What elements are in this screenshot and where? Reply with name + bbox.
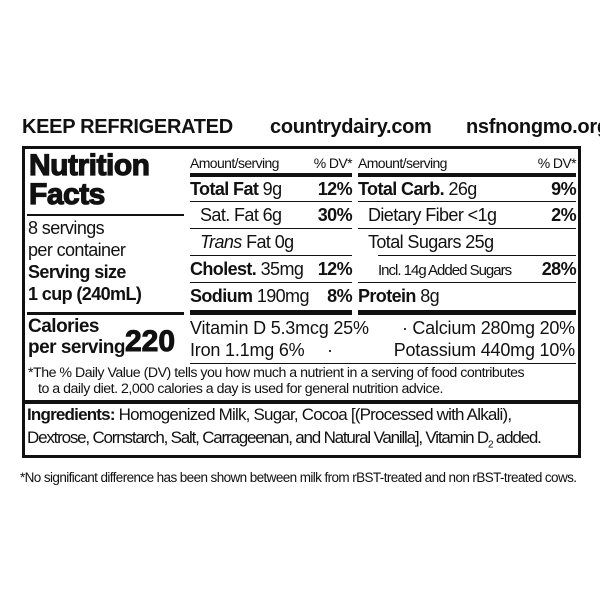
divider: [190, 282, 352, 283]
divider: [358, 228, 576, 229]
row-sodium: Sodium 190mg 8%: [190, 285, 353, 307]
left-nutrient-column: Amount/serving % DV* Total Fat 9g 12% Sa…: [190, 149, 353, 315]
footnote-line2: to a daily diet. 2,000 calories a day is…: [38, 381, 443, 397]
divider: [190, 255, 352, 256]
ingredients-text: added.: [492, 428, 542, 447]
nutrient-dv: 2%: [551, 205, 576, 225]
nutrient-label: Total Fat: [190, 179, 259, 199]
nutrient-amount: 8g: [420, 286, 440, 306]
nutrient-amount: 26g: [448, 179, 477, 199]
row-trans-fat: Trans Fat 0g: [190, 231, 352, 253]
separator-dot: ·: [327, 340, 333, 360]
amount-header: Amount/serving: [358, 155, 447, 171]
ingredients-line1: Ingredients: Homogenized Milk, Sugar, Co…: [27, 405, 512, 425]
nutrient-amount: Fat 0g: [246, 232, 294, 252]
divider-thick: [25, 400, 578, 404]
separator-dot: ·: [402, 318, 408, 338]
calories-label-line2: per serving: [28, 337, 125, 358]
nutrient-amount: 190mg: [256, 286, 310, 306]
divider-thick: [190, 310, 352, 315]
row-added-sugars: Incl. 14g Added Sugars 28%: [358, 258, 577, 280]
iron-text: Iron 1.1mg 6%: [190, 340, 305, 360]
servings-line2: per container: [28, 240, 126, 260]
nutrient-label: Sodium: [190, 286, 253, 306]
nutrient-amount: 35mg: [260, 259, 304, 279]
ingredients-line2: Dextrose, Cornstarch, Salt, Carrageenan,…: [27, 428, 542, 451]
ingredients-label: Ingredients:: [27, 405, 115, 424]
ingredients-text: Dextrose, Cornstarch, Salt, Carrageenan,…: [27, 428, 489, 447]
amount-header: Amount/serving: [190, 155, 279, 171]
divider: [358, 282, 576, 283]
certification-site-text: nsfnongmo.org: [466, 116, 600, 138]
nutrient-amount: <1g: [467, 205, 497, 225]
nutrient-label: Sat. Fat: [200, 205, 259, 225]
nutrient-amount: 9g: [262, 179, 282, 199]
calcium-text: Calcium 280mg 20%: [412, 318, 575, 338]
nutrient-dv: 12%: [317, 179, 353, 199]
row-total-sugars: Total Sugars 25g: [358, 231, 576, 253]
nutrient-label: Protein: [358, 286, 416, 306]
rbst-note: *No significant difference has been show…: [20, 470, 577, 485]
vitamin-d-text: Vitamin D 5.3mcg 25%: [190, 318, 369, 338]
subscript: 2: [488, 439, 494, 451]
ingredients-text: Homogenized Milk, Sugar, Cocoa [(Process…: [118, 405, 512, 424]
calories-value: 220: [124, 325, 176, 359]
nutrient-label: Total Carb.: [358, 179, 445, 199]
nutrient-dv: 8%: [327, 286, 352, 306]
calories-label-line1: Calories: [28, 316, 99, 337]
nutrient-amount: 25g: [465, 232, 494, 252]
divider: [378, 255, 576, 256]
serving-size-value: 1 cup (240mL): [28, 284, 142, 304]
right-nutrient-column: Amount/serving % DV* Total Carb. 26g 9% …: [358, 149, 577, 315]
row-total-fat: Total Fat 9g 12%: [190, 178, 353, 200]
nutrient-label: Cholest.: [190, 259, 257, 279]
nutrient-dv: 30%: [317, 205, 353, 225]
row-total-carb: Total Carb. 26g 9%: [358, 178, 577, 200]
dv-header: % DV*: [313, 155, 353, 171]
title-line2: Facts: [28, 178, 106, 211]
divider-thick: [190, 173, 352, 177]
nutrient-label: Trans: [200, 232, 242, 252]
divider: [190, 201, 352, 202]
serving-size-label: Serving size: [28, 262, 126, 282]
divider-thick: [358, 173, 576, 177]
nutrient-dv: 28%: [541, 259, 577, 279]
row-sat-fat: Sat. Fat 6g 30%: [190, 204, 353, 226]
footnote-line1: *The % Daily Value (DV) tells you how mu…: [28, 365, 525, 381]
divider: [27, 214, 184, 216]
divider-thick: [27, 312, 184, 315]
divider: [358, 201, 576, 202]
divider: [190, 363, 576, 364]
row-cholesterol: Cholest. 35mg 12%: [190, 258, 353, 280]
row-protein: Protein 8g: [358, 285, 576, 307]
website-text: countrydairy.com: [270, 116, 432, 138]
keep-refrigerated-text: KEEP REFRIGERATED: [22, 116, 233, 138]
nutrient-dv: 12%: [317, 259, 353, 279]
nutrient-amount: 6g: [262, 205, 282, 225]
nutrient-label: Incl. 14g Added Sugars: [378, 262, 512, 279]
nutrient-label: Dietary Fiber: [368, 205, 464, 225]
title-line1: Nutrition: [28, 149, 150, 182]
servings-line1: 8 servings: [28, 218, 105, 238]
nutrient-label: Total Sugars: [368, 232, 461, 252]
nutrition-facts-panel: Nutrition Facts 8 servings per container…: [22, 146, 581, 458]
dv-header: % DV*: [537, 155, 577, 171]
potassium-text: Potassium 440mg 10%: [393, 340, 576, 360]
divider-thick: [358, 310, 576, 315]
nutrient-dv: 9%: [551, 179, 576, 199]
row-dietary-fiber: Dietary Fiber <1g 2%: [358, 204, 577, 226]
divider: [190, 228, 352, 229]
